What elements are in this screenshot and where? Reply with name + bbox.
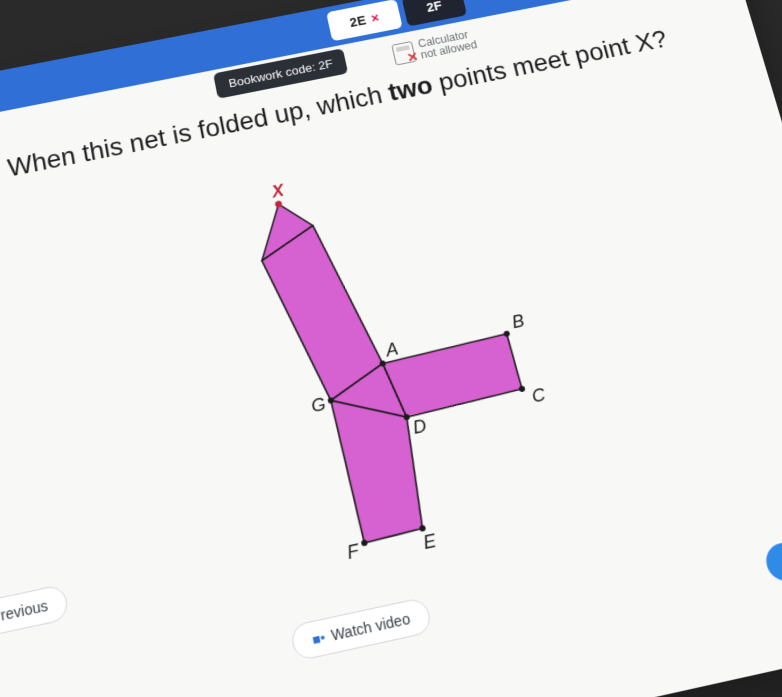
question-bold: two bbox=[386, 72, 435, 107]
net-svg: X A B C D E F G bbox=[153, 147, 629, 614]
tab-2f[interactable]: 2F bbox=[402, 0, 468, 27]
question-text: When this net is folded up, which two po… bbox=[0, 17, 702, 192]
not-allowed-icon: ✕ bbox=[406, 49, 420, 66]
previous-label: Previous bbox=[0, 597, 49, 626]
label-b: B bbox=[510, 310, 527, 332]
watch-label: Watch video bbox=[330, 610, 412, 644]
tab-2e[interactable]: 2E × bbox=[326, 0, 403, 41]
net-face bbox=[382, 333, 523, 419]
calculator-text: Calculator not allowed bbox=[417, 28, 479, 62]
previous-button[interactable]: Previous bbox=[0, 584, 70, 640]
label-c: C bbox=[530, 384, 548, 407]
net-diagram: X A B C D E F G bbox=[153, 147, 629, 614]
video-icon: ■• bbox=[311, 629, 327, 648]
label-a: A bbox=[383, 338, 400, 360]
tab-summary[interactable]: Summary bbox=[466, 0, 574, 14]
answer-button[interactable]: Answer bbox=[762, 527, 782, 584]
tab-summary-label: Summary bbox=[490, 0, 548, 2]
label-g: G bbox=[309, 394, 327, 417]
label-x: X bbox=[269, 180, 286, 201]
label-f: F bbox=[345, 540, 362, 564]
calculator-icon: ✕ bbox=[391, 41, 416, 66]
worksheet-page: 2E × 2F Summary Bookwork code: 2F ✕ Calc… bbox=[0, 0, 782, 697]
tab-2e-label: 2E bbox=[348, 13, 367, 30]
label-d: D bbox=[411, 415, 429, 438]
close-icon[interactable]: × bbox=[370, 10, 381, 25]
watch-video-button[interactable]: ■• Watch video bbox=[289, 596, 433, 661]
label-e: E bbox=[421, 530, 438, 554]
tab-2f-label: 2F bbox=[425, 0, 443, 15]
